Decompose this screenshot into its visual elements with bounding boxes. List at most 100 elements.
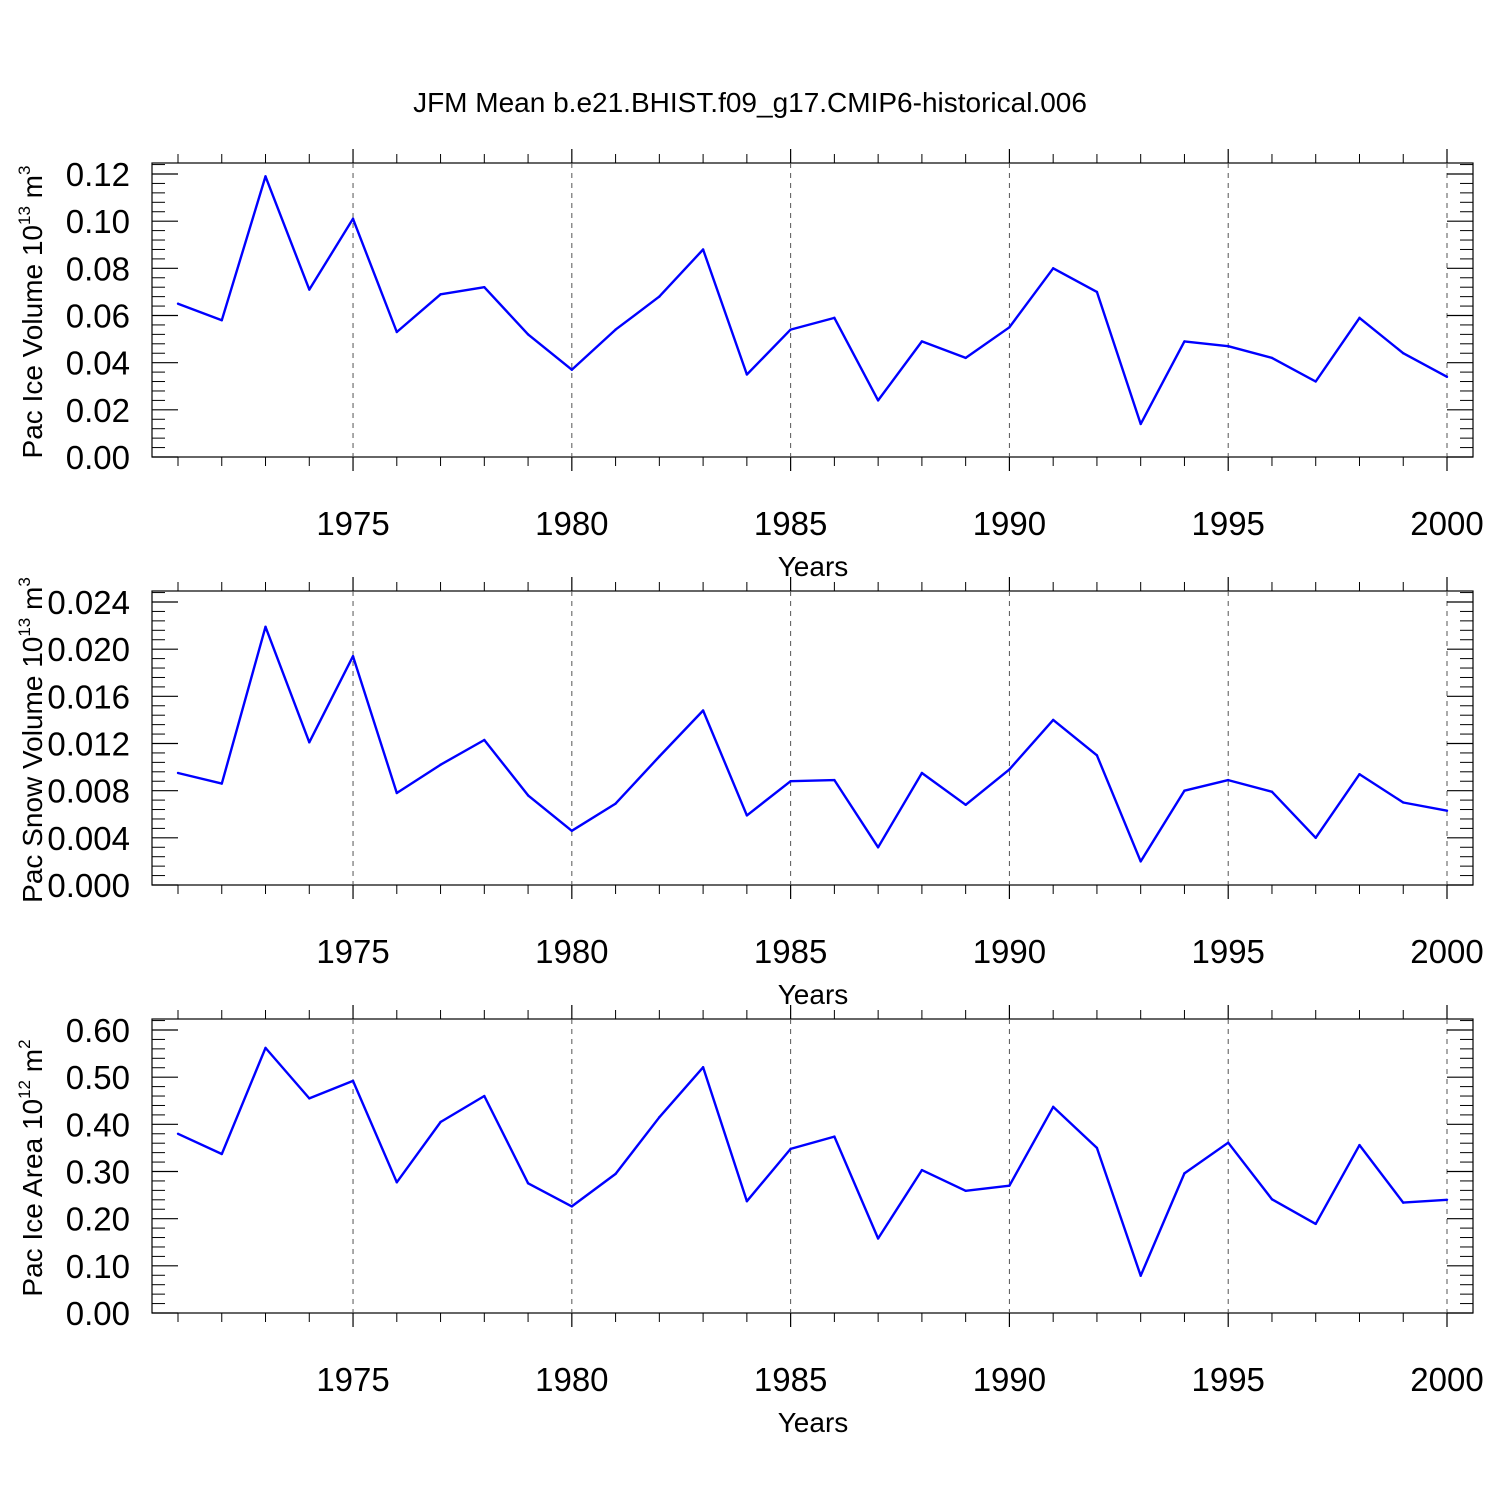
data-point [789, 780, 792, 783]
y-axis-title-text: Pac Snow Volume 10 [17, 637, 48, 903]
data-point [264, 1046, 267, 1050]
data-point [1402, 352, 1405, 355]
data-point [526, 794, 530, 797]
y-axis-title-text: m [17, 1049, 48, 1080]
data-point [1183, 789, 1186, 792]
data-point [658, 295, 661, 298]
data-point [920, 1168, 924, 1172]
data-point [701, 1066, 705, 1069]
data-point [1270, 790, 1274, 794]
data-point [351, 1079, 355, 1083]
chart-panels: 1975 1980 1985 1990 1995 2000 0.00 0.02 0.04 0.06… [15, 149, 1484, 1438]
data-point [395, 330, 398, 334]
data-point [876, 1237, 880, 1240]
data-point [1270, 356, 1274, 360]
y-tick-label: 0.06 [66, 298, 130, 335]
y-tick-label: 0.12 [66, 156, 130, 193]
data-point [308, 741, 311, 744]
data-point [526, 1182, 530, 1185]
x-tick-label: 1975 [316, 933, 389, 970]
plot-frame [151, 162, 1474, 458]
y-axis-title-text: Pac Ice Volume 10 [17, 225, 48, 458]
data-point [264, 175, 267, 178]
y-axis-title-superscript: 3 [15, 166, 34, 175]
data-point [1008, 768, 1011, 771]
data-point [1139, 860, 1142, 863]
x-tick-label: 1980 [535, 505, 608, 542]
data-point [1358, 316, 1361, 320]
data-point [920, 771, 924, 775]
series-line [177, 175, 1448, 426]
data-point [1445, 809, 1449, 812]
y-tick-label: 0.004 [47, 820, 130, 857]
data-point [1314, 1222, 1317, 1226]
data-point [570, 1205, 574, 1208]
y-axis-title-superscript: 13 [15, 206, 34, 225]
x-tick-label: 2000 [1410, 1361, 1483, 1398]
y-axis-title-superscript: 2 [15, 1039, 34, 1048]
data-point [789, 328, 792, 331]
y-tick-label: 0.30 [66, 1154, 130, 1191]
data-point [264, 625, 267, 628]
x-tick-label: 1985 [754, 1361, 827, 1398]
x-axis-title: Years [778, 551, 849, 582]
y-tick-label: 0.008 [47, 773, 130, 810]
y-tick-label: 0.00 [66, 1295, 130, 1332]
data-point [1183, 1172, 1186, 1175]
x-tick-label: 2000 [1410, 933, 1483, 970]
data-point [395, 791, 398, 795]
data-point [483, 1094, 486, 1098]
data-point [833, 778, 836, 782]
y-axis-title: Pac Ice Volume 1013 m3 [15, 166, 48, 459]
data-point [220, 319, 223, 322]
data-point [745, 1200, 749, 1203]
data-point [964, 803, 967, 807]
data-point [658, 1116, 661, 1119]
data-point [745, 814, 749, 817]
data-point [1445, 375, 1449, 379]
y-axis-title-text: m [17, 175, 48, 206]
data-point [439, 1120, 442, 1124]
data-point [526, 333, 530, 336]
data-point [220, 1152, 223, 1156]
data-point [658, 755, 661, 758]
y-tick-label: 0.020 [47, 631, 130, 668]
y-axis-title-superscript: 12 [15, 1080, 34, 1099]
data-point [176, 1132, 180, 1135]
data-point [1139, 422, 1142, 426]
x-tick-label: 2000 [1410, 505, 1483, 542]
y-tick-label: 0.000 [47, 867, 130, 904]
x-tick-label: 1975 [316, 1361, 389, 1398]
y-tick-label: 0.10 [66, 1248, 130, 1285]
plot-frame [151, 1018, 1474, 1314]
data-point [1402, 801, 1405, 804]
plot-frame [151, 590, 1474, 886]
y-tick-label: 0.016 [47, 678, 130, 715]
data-point [920, 340, 924, 343]
x-tick-label: 1975 [316, 505, 389, 542]
data-point [220, 782, 223, 785]
data-point [439, 293, 442, 296]
data-point [876, 399, 880, 402]
data-point [833, 1135, 836, 1138]
y-tick-label: 0.00 [66, 439, 130, 476]
data-point [1227, 344, 1230, 348]
data-point [1051, 267, 1055, 270]
data-point [176, 771, 180, 775]
data-point [964, 1189, 967, 1193]
y-tick-label: 0.08 [66, 250, 130, 287]
y-tick-label: 0.024 [47, 584, 130, 621]
y-tick-label: 0.60 [66, 1012, 130, 1049]
y-tick-label: 0.04 [66, 345, 130, 382]
x-tick-label: 1980 [535, 933, 608, 970]
data-point [1008, 1184, 1011, 1187]
y-axis-title-text: Pac Ice Area 10 [17, 1099, 48, 1297]
data-point [745, 373, 749, 376]
x-tick-label: 1995 [1191, 933, 1264, 970]
x-tick-label: 1995 [1191, 505, 1264, 542]
data-point [1314, 836, 1317, 840]
data-point [1095, 290, 1099, 294]
x-axis-title: Years [778, 979, 849, 1010]
data-point [1095, 1146, 1099, 1150]
